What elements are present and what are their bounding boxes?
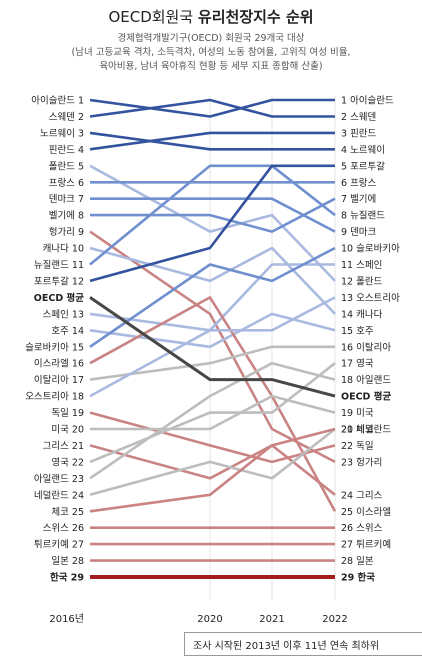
label-end-22: 24 그리스 bbox=[341, 490, 383, 501]
series-line-1 bbox=[89, 98, 335, 118]
label-end-17: 25 이스라엘 bbox=[341, 507, 391, 518]
label-end-2: 2 스웨덴 bbox=[341, 111, 376, 123]
label-end-8: 7 벨기에 bbox=[341, 194, 376, 205]
series-line-9 bbox=[89, 230, 336, 464]
label-end-12: 5 포르투갈 bbox=[341, 160, 385, 172]
label-start-22: 그리스 21 bbox=[43, 441, 84, 452]
label-end-15: 15 호주 bbox=[341, 326, 374, 337]
x-tick-3: 2021 bbox=[259, 614, 284, 625]
title-part-2: 유리천장지수 순위 bbox=[197, 8, 314, 26]
series-line-8 bbox=[90, 197, 336, 233]
label-start-10: 캐나다 10 bbox=[43, 244, 84, 255]
label-start-1: 아이슬란드 1 bbox=[31, 95, 84, 107]
label-start-14: 스페인 13 bbox=[43, 309, 84, 320]
label-end-11: 8 뉴질랜드 bbox=[341, 210, 385, 222]
label-end-14: 11 스페인 bbox=[341, 260, 382, 271]
label-end-9: 23 헝가리 bbox=[341, 457, 382, 468]
label-start-29: 일본 28 bbox=[51, 556, 84, 567]
label-end-7: 9 덴마크 bbox=[341, 227, 377, 238]
series-line-26 bbox=[89, 427, 336, 513]
label-start-16: 슬로바키아 15 bbox=[25, 342, 84, 353]
label-end-29: 28 일본 bbox=[341, 556, 374, 567]
label-end-1: 1 아이슬란드 bbox=[341, 95, 394, 107]
label-end-26: 21 체코 bbox=[341, 425, 374, 436]
label-end-16: 10 슬로바키아 bbox=[341, 244, 400, 255]
label-end-28: 27 튀르키예 bbox=[341, 539, 391, 551]
series-line-19 bbox=[89, 296, 336, 398]
label-end-6: 6 프랑스 bbox=[341, 177, 377, 189]
label-end-25: 20 네덜란드 bbox=[341, 424, 391, 436]
label-end-3: 4 노르웨이 bbox=[341, 144, 385, 156]
series-line-2 bbox=[89, 98, 335, 118]
label-end-18: 16 이탈리아 bbox=[341, 341, 391, 353]
label-start-23: 영국 22 bbox=[51, 457, 84, 468]
series-line-16 bbox=[89, 246, 336, 348]
label-start-4: 핀란드 4 bbox=[49, 144, 84, 156]
label-start-5: 폴란드 5 bbox=[49, 160, 84, 172]
series-line-22 bbox=[89, 444, 336, 496]
label-start-27: 스위스 26 bbox=[43, 522, 84, 534]
label-end-27: 26 스위스 bbox=[341, 522, 383, 534]
label-start-13: OECD 평균 bbox=[34, 292, 84, 304]
series-line-13 bbox=[89, 296, 336, 398]
label-end-24: 18 아일랜드 bbox=[341, 375, 391, 386]
label-start-20: 독일 19 bbox=[51, 408, 84, 419]
label-start-28: 튀르키예 27 bbox=[34, 539, 84, 551]
label-end-20: 22 독일 bbox=[341, 441, 374, 452]
series-line-18 bbox=[89, 345, 335, 381]
label-end-21: 19 미국 bbox=[341, 408, 374, 419]
label-end-23: 17 영국 bbox=[341, 359, 374, 370]
label-start-24: 아일랜드 23 bbox=[34, 474, 84, 485]
label-end-4: 3 핀란드 bbox=[341, 127, 377, 139]
subtitle-line-1: 경제협력개발기구(OECD) 회원국 29개국 대상 bbox=[117, 33, 305, 44]
label-start-17: 이스라엘 16 bbox=[34, 359, 84, 370]
label-start-25: 네덜란드 24 bbox=[34, 489, 84, 501]
label-start-3: 노르웨이 3 bbox=[40, 127, 84, 139]
x-tick-2: 2020 bbox=[197, 614, 222, 625]
label-start-7: 덴마크 7 bbox=[49, 194, 84, 205]
x-tick-4: 2022 bbox=[322, 614, 347, 625]
subtitle-line-3: 육아비용, 남녀 육아휴직 현황 등 세부 지표 종합해 산출) bbox=[99, 61, 323, 72]
label-start-18: 이탈리아 17 bbox=[34, 374, 84, 386]
x-tick-1: 2016년 bbox=[49, 613, 84, 625]
label-start-8: 벨기에 8 bbox=[49, 211, 84, 222]
label-start-26: 체코 25 bbox=[51, 507, 84, 518]
note-box: 조사 시작된 2013년 이후 11년 연속 최하위 bbox=[184, 632, 422, 656]
label-start-12: 포르투갈 12 bbox=[34, 275, 84, 287]
series-line-12 bbox=[89, 164, 335, 283]
label-end-30: 29 한국 bbox=[341, 572, 375, 584]
subtitle-line-2: (남녀 고등교육 격차, 소득격차, 여성의 노동 참여율, 고위직 여성 비율… bbox=[71, 47, 351, 58]
chart-title: OECD회원국 유리천장지수 순위 bbox=[0, 6, 422, 27]
label-start-9: 헝가리 9 bbox=[49, 227, 84, 238]
label-end-10: 14 캐나다 bbox=[341, 309, 383, 320]
title-part-1: OECD회원국 bbox=[108, 8, 198, 26]
series-line-3 bbox=[89, 131, 335, 151]
label-start-15: 호주 14 bbox=[51, 326, 84, 337]
label-start-19: 오스트리아 18 bbox=[25, 392, 84, 403]
label-end-13: OECD 평균 bbox=[341, 391, 391, 403]
label-start-11: 뉴질랜드 11 bbox=[34, 259, 84, 271]
series-line-4 bbox=[89, 131, 335, 151]
label-start-21: 미국 20 bbox=[51, 425, 84, 436]
series-line-10 bbox=[89, 246, 336, 315]
label-start-30: 한국 29 bbox=[50, 572, 84, 584]
label-end-19: 13 오스트리아 bbox=[341, 293, 400, 304]
label-start-6: 프랑스 6 bbox=[49, 177, 84, 189]
label-end-5: 12 폴란드 bbox=[341, 275, 383, 287]
series-line-11 bbox=[89, 164, 336, 266]
label-start-2: 스웨덴 2 bbox=[49, 111, 84, 123]
